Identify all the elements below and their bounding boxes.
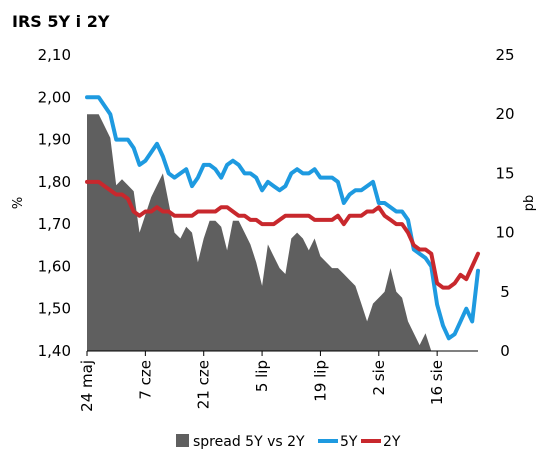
legend-label-2y: 2Y — [383, 434, 401, 450]
x-tick-label: 16 sie — [428, 360, 446, 405]
y-right-tick-label: 5 — [500, 283, 510, 301]
x-tick-label: 7 cze — [136, 360, 154, 400]
y-left-ticks: 1,40 1,50 1,60 1,70 1,80 1,90 2,00 2,10 — [38, 46, 71, 360]
y-left-tick-label: 1,50 — [38, 300, 71, 318]
x-ticks: 24 maj 7 cze 21 cze 5 lip 19 lip 2 sie 16 sie — [78, 351, 446, 412]
y-left-tick-label: 1,70 — [38, 215, 71, 233]
y-left-axis-label: % — [11, 197, 26, 209]
y-left-tick-label: 1,80 — [38, 173, 71, 191]
legend-label-5y: 5Y — [340, 434, 358, 450]
y-right-tick-label: 15 — [495, 164, 514, 182]
x-tick-label: 2 sie — [370, 360, 388, 396]
y-right-tick-label: 0 — [500, 342, 510, 360]
legend-swatch-spread — [176, 434, 189, 447]
x-tick-label: 24 maj — [78, 360, 96, 412]
x-tick-label: 5 lip — [253, 360, 271, 392]
lines-layer — [85, 95, 480, 341]
spread-area — [87, 114, 478, 351]
y-left-tick-label: 1,90 — [38, 131, 71, 149]
chart-title: IRS 5Y i 2Y — [12, 12, 110, 31]
y-right-tick-label: 25 — [495, 46, 514, 64]
x-tick-label: 19 lip — [311, 360, 329, 402]
y-left-tick-label: 1,60 — [38, 257, 71, 275]
y-right-tick-label: 10 — [495, 224, 514, 242]
x-tick-label: 21 cze — [195, 360, 213, 409]
y-left-tick-label: 2,10 — [38, 46, 71, 64]
legend: spread 5Y vs 2Y 5Y 2Y — [176, 434, 401, 450]
y-right-axis-label: pb — [522, 195, 537, 212]
y-right-tick-label: 20 — [495, 105, 514, 123]
legend-label-spread: spread 5Y vs 2Y — [193, 434, 305, 450]
y-left-tick-label: 1,40 — [38, 342, 71, 360]
y-right-ticks: 0 5 10 15 20 25 — [495, 46, 514, 360]
spread-area-layer — [87, 114, 478, 351]
line-2y — [85, 179, 480, 290]
y-left-tick-label: 2,00 — [38, 88, 71, 106]
